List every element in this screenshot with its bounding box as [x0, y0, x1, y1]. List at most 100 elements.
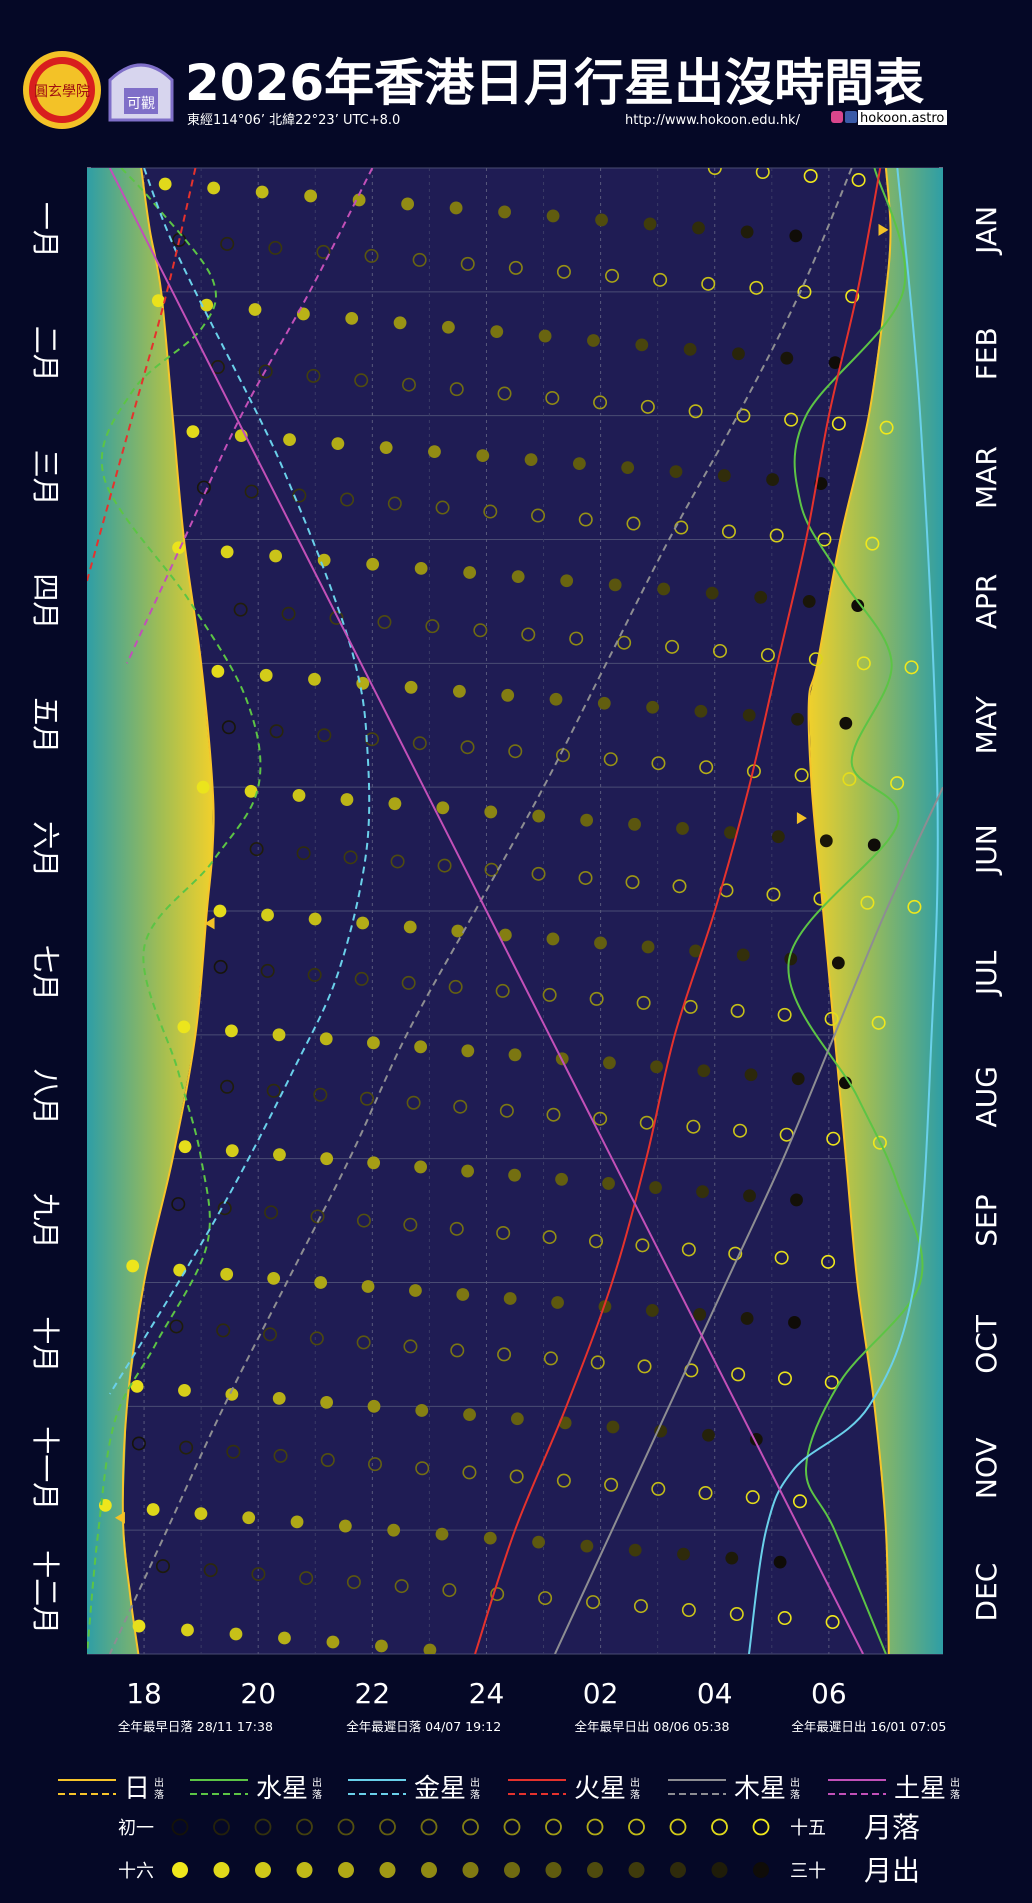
moonrise-marker — [702, 1428, 715, 1442]
moonset-marker — [299, 1571, 314, 1586]
moonset-marker — [777, 1371, 792, 1386]
moonrise-marker — [608, 578, 622, 592]
legend-moon-dot — [711, 1862, 728, 1878]
moonset-marker — [260, 963, 275, 978]
moonset-marker — [825, 1615, 840, 1630]
moonrise-marker — [220, 545, 234, 559]
month-label-zh: 六月 — [29, 821, 62, 877]
moonrise-marker — [181, 1623, 194, 1637]
moonrise-marker — [692, 221, 705, 235]
moonrise-marker — [603, 1056, 616, 1070]
moonset-marker — [769, 528, 784, 543]
sunrise-curve — [807, 168, 892, 1654]
moonrise-marker — [367, 1399, 381, 1413]
moonrise-marker — [379, 441, 393, 455]
moonrise-marker — [272, 1028, 286, 1042]
moonset-marker — [699, 760, 714, 775]
month-label-en: FEB — [970, 327, 1003, 380]
moonset-marker — [824, 1375, 839, 1390]
moonset-marker — [460, 740, 475, 755]
legend-moon-dot — [628, 1862, 645, 1878]
moonrise-marker — [510, 1412, 524, 1426]
moonset-marker — [442, 1583, 457, 1598]
moonrise-marker — [784, 952, 798, 966]
moonset-marker — [509, 1469, 524, 1484]
moonrise-marker — [766, 473, 780, 486]
moonrise-marker — [524, 453, 538, 467]
moonrise-marker — [409, 1284, 422, 1297]
month-label-en: MAY — [970, 695, 1003, 754]
moonset-marker — [808, 652, 823, 667]
moonset-marker — [266, 1083, 281, 1098]
social-handle[interactable]: hokoon.astro — [860, 111, 944, 126]
moonrise-marker — [225, 1387, 239, 1401]
moonrise-marker — [771, 830, 785, 844]
moonrise-marker — [788, 1316, 801, 1329]
planet-curves — [87, 168, 943, 1654]
moonrise-marker — [367, 1156, 381, 1170]
moonset-marker — [635, 1238, 650, 1253]
moonset-marker — [403, 1339, 418, 1354]
moonset-marker — [213, 959, 228, 974]
legend-moon-dot — [669, 1818, 687, 1836]
moonrise-marker — [242, 1511, 256, 1525]
moonset-marker — [792, 1494, 807, 1509]
moonrise-marker — [602, 1177, 615, 1190]
legend-rise-set-label: 出 — [312, 1776, 322, 1789]
moonset-marker — [401, 377, 416, 392]
venus-rise-curve — [747, 168, 939, 1654]
moonset-marker — [842, 772, 857, 787]
x-tick-label: 18 — [126, 1677, 162, 1710]
legend-moon-dot — [213, 1862, 230, 1878]
moonrise-marker — [132, 1619, 146, 1633]
legend-moon-dot — [379, 1818, 396, 1836]
moonset-marker — [904, 660, 919, 675]
x-tick-label: 22 — [355, 1677, 391, 1710]
moonset-marker — [226, 1444, 241, 1459]
moonrise-marker — [308, 672, 321, 686]
moonset-marker — [216, 1323, 231, 1338]
moonrise-marker — [476, 449, 490, 463]
moonset-marker — [803, 168, 818, 183]
moonset-marker — [499, 1103, 514, 1118]
legend-moon-dot — [545, 1862, 562, 1878]
moonrise-marker — [436, 801, 450, 815]
moonrise-marker — [773, 1555, 787, 1569]
moonset-marker — [412, 252, 427, 267]
month-label-en: JUL — [970, 950, 1003, 997]
month-label-en: OCT — [970, 1314, 1003, 1374]
moonset-marker — [340, 492, 355, 507]
legend-rise-set-label: 出 — [790, 1776, 800, 1789]
legend-rise-set-label: 出 — [470, 1776, 480, 1789]
website-url[interactable]: http://www.hokoon.edu.hk/ — [625, 113, 801, 128]
moonrise-marker — [308, 912, 322, 926]
moonset-marker — [728, 1246, 743, 1261]
moonrise-marker — [532, 809, 546, 823]
month-label-zh: 七月 — [29, 945, 62, 1001]
moonset-marker — [625, 875, 640, 890]
moonset-marker — [449, 382, 464, 397]
month-label-zh: 十二月 — [29, 1550, 62, 1634]
legend-rise-set-label: 出 — [950, 1776, 960, 1789]
moonset-marker — [546, 1107, 561, 1122]
x-axis-ticks: 18 20 22 24 02 04 06 — [126, 1677, 846, 1710]
moonrise-marker — [207, 181, 221, 195]
moonset-marker — [760, 648, 775, 663]
legend-moon-dot — [503, 1818, 521, 1836]
moonset-marker — [826, 1131, 841, 1146]
moonset-marker — [364, 248, 379, 263]
moonrise-marker — [375, 1639, 388, 1653]
moonrise-marker — [546, 932, 560, 946]
moon-markers — [98, 168, 922, 1654]
moonset-marker — [450, 1343, 465, 1358]
legend-moon-dot — [296, 1862, 313, 1878]
moonrise-marker — [331, 437, 345, 451]
legend-moon-start: 十六 — [118, 1861, 154, 1882]
moonset-marker — [390, 854, 405, 869]
moonrise-marker — [677, 1547, 690, 1561]
moonrise-marker — [693, 1308, 707, 1321]
moonrise-marker — [404, 680, 418, 694]
moonset-marker — [637, 1359, 652, 1374]
moonset-marker — [435, 500, 450, 515]
legend-rise-set-label: 落 — [312, 1789, 322, 1801]
